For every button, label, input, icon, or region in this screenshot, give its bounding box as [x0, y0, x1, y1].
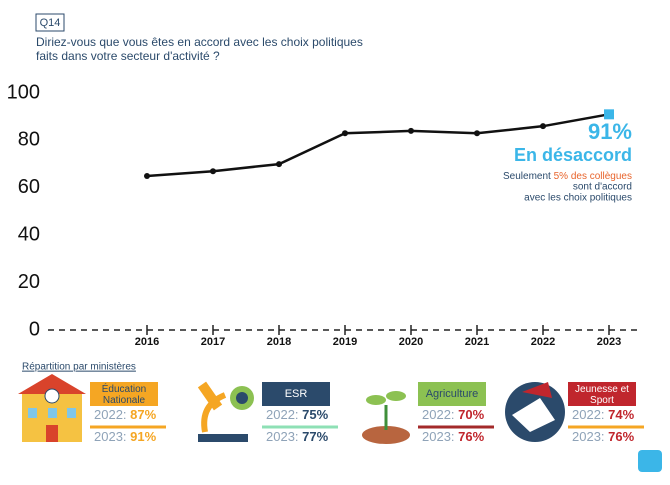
note-highlight: 5% des collègues — [554, 171, 632, 182]
card-header — [90, 382, 158, 406]
card-title: ESR — [285, 388, 308, 400]
row-value: 74% — [608, 407, 634, 422]
badge-box — [35, 13, 65, 32]
card-title-line: Nationale — [103, 395, 146, 406]
x-tick-label: 2018 — [267, 336, 291, 348]
card-title-line: Jeunesse et — [575, 384, 629, 395]
point — [408, 127, 414, 134]
y-tick-label: 80 — [18, 129, 40, 151]
question-line: faits dans votre secteur d'activité ? — [36, 49, 220, 63]
note-text: Seulement — [503, 171, 554, 182]
card-title: Éducation Nationale — [102, 382, 146, 406]
row-year: 2023: — [266, 429, 299, 444]
row-year: 2023: — [422, 429, 455, 444]
x-tick-label: 2016 — [135, 336, 159, 348]
logo — [638, 450, 662, 472]
annotation-note: Seulement 5% des collègues — [503, 171, 632, 182]
row-year: 2022: — [422, 407, 455, 422]
card-header — [568, 382, 636, 406]
icon-school — [18, 374, 86, 442]
card-row: 2023: 77% — [266, 429, 329, 444]
row-year: 2022: — [266, 407, 299, 422]
row-year: 2022: — [94, 407, 127, 422]
x-tick-label: 2020 — [399, 336, 423, 348]
annotation-note: sont d'accord — [573, 182, 632, 193]
point — [210, 168, 216, 175]
row-value: 70% — [458, 407, 484, 422]
card-title: Jeunesse et Sport — [575, 384, 629, 406]
card-title-line: Éducation — [102, 382, 146, 395]
card-row: 2022: 87% — [94, 407, 157, 422]
card-row: 2022: 70% — [422, 407, 485, 422]
annotation-label: En désaccord — [514, 145, 632, 165]
row-year: 2023: — [94, 429, 127, 444]
y-tick-label: 100 — [7, 81, 40, 103]
row-value: 87% — [130, 407, 156, 422]
row-value: 91% — [130, 429, 156, 444]
row-year: 2022: — [572, 407, 605, 422]
y-tick-label: 60 — [18, 176, 40, 198]
annotation-value: 91% — [588, 119, 632, 144]
point-highlight — [604, 109, 614, 120]
section-title: Répartition par ministères — [22, 362, 136, 373]
card-title: Agriculture — [426, 388, 479, 400]
y-tick-label: 0 — [29, 318, 40, 340]
question-line: Diriez-vous que vous êtes en accord avec… — [36, 35, 363, 49]
card-header — [262, 382, 330, 406]
y-tick-label: 40 — [18, 223, 40, 245]
x-tick-label: 2019 — [333, 336, 357, 348]
card-row: 2022: 74% — [572, 407, 635, 422]
x-tick-label: 2023 — [597, 336, 621, 348]
badge: Q14 — [40, 17, 61, 29]
row-value: 77% — [302, 429, 328, 444]
point — [342, 130, 348, 137]
row-value: 76% — [608, 429, 634, 444]
row-year: 2023: — [572, 429, 605, 444]
card-row: 2023: 76% — [422, 429, 485, 444]
icon-plant — [362, 391, 410, 444]
y-tick-label: 20 — [18, 271, 40, 293]
annotation-note: avec les choix politiques — [524, 193, 632, 204]
line — [146, 113, 610, 178]
point — [540, 123, 546, 130]
card-row: 2023: 76% — [572, 429, 635, 444]
x-tick-label: 2017 — [201, 336, 225, 348]
point — [144, 172, 150, 179]
card-title-line: Sport — [590, 395, 614, 406]
card-header — [418, 382, 486, 406]
x-tick-label: 2021 — [465, 336, 489, 348]
row-value: 76% — [458, 429, 484, 444]
icon-microscope — [197, 381, 254, 442]
x-tick-label: 2022 — [531, 336, 555, 348]
card-row: 2022: 75% — [266, 407, 329, 422]
icon-sport — [505, 382, 565, 442]
point — [474, 130, 480, 137]
card-row: 2023: 91% — [94, 429, 157, 444]
row-value: 75% — [302, 407, 328, 422]
point — [276, 161, 282, 168]
